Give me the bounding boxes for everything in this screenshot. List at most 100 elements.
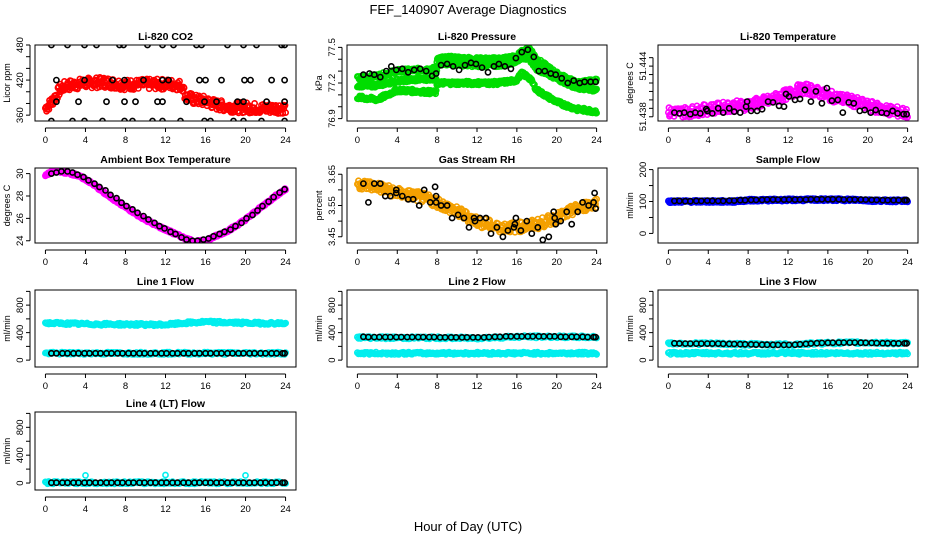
data-point — [370, 71, 378, 79]
x-tick-label: 12 — [160, 381, 171, 392]
data-point — [416, 65, 424, 73]
y-tick-label: 51.444 — [638, 52, 649, 81]
data-point — [730, 197, 738, 204]
data-point — [839, 109, 847, 116]
data-point — [834, 96, 842, 104]
data-point — [165, 76, 172, 84]
y-tick-label: 77.2 — [327, 74, 338, 93]
data-point — [240, 117, 247, 121]
data-point — [807, 98, 815, 105]
y-tick-label: 0 — [15, 357, 26, 362]
data-point — [541, 67, 549, 75]
y-tick-label: 400 — [15, 325, 26, 341]
x-tick-label: 12 — [472, 135, 483, 146]
data-point — [564, 79, 572, 87]
data-point — [86, 349, 93, 357]
x-tick-label: 4 — [706, 257, 711, 268]
data-point — [801, 86, 809, 94]
x-tick-label: 8 — [434, 257, 439, 268]
data-point — [507, 65, 515, 73]
x-axis: 0 4 8 12 16 20 24 — [43, 127, 291, 146]
data-point — [501, 63, 509, 70]
data-point — [159, 117, 166, 121]
data-point — [551, 332, 559, 340]
data-point — [243, 214, 250, 222]
data-point — [496, 333, 504, 341]
x-axis: 0 4 8 12 16 20 24 — [355, 249, 602, 268]
raw-point — [593, 350, 600, 358]
data-point — [241, 76, 248, 84]
panel-title: Line 1 Flow — [137, 276, 195, 288]
data-point — [719, 197, 727, 205]
data-point — [172, 230, 179, 238]
x-tick-label: 4 — [83, 257, 88, 268]
panel-title: Gas Stream RH — [439, 154, 515, 166]
data-point — [769, 99, 777, 106]
data-point — [210, 232, 217, 240]
x-tick-label: 8 — [123, 257, 128, 268]
plot-frame — [346, 289, 608, 368]
series-average — [671, 195, 910, 205]
x-tick-label: 0 — [355, 257, 360, 268]
data-point — [240, 349, 247, 357]
data-point — [484, 68, 492, 76]
data-point — [758, 105, 766, 113]
data-point — [218, 349, 225, 357]
data-point — [812, 88, 820, 95]
data-point — [404, 68, 412, 76]
data-point — [247, 76, 254, 84]
data-point — [201, 98, 208, 106]
x-tick-label: 20 — [240, 381, 251, 392]
data-point — [53, 98, 60, 106]
data-point — [240, 98, 247, 106]
data-point — [202, 76, 209, 84]
data-point — [493, 223, 501, 231]
panel-title: Line 3 Flow — [759, 276, 817, 288]
data-point — [64, 349, 71, 357]
data-point — [850, 99, 858, 107]
x-tick-label: 0 — [43, 135, 48, 146]
data-point — [432, 70, 440, 77]
x-tick-label: 24 — [902, 257, 913, 268]
raw-point — [432, 90, 439, 98]
raw-point — [282, 109, 289, 116]
data-point — [592, 205, 599, 212]
plot-area — [42, 45, 289, 121]
data-point — [132, 98, 139, 106]
data-point — [867, 109, 875, 116]
data-point — [140, 212, 147, 220]
data-point — [872, 106, 880, 114]
panel-title: Sample Flow — [756, 154, 821, 166]
raw-point — [593, 85, 600, 93]
data-point — [570, 77, 578, 84]
x-tick-label: 0 — [355, 135, 360, 146]
data-point — [686, 197, 694, 205]
y-tick-label: 420 — [15, 72, 26, 88]
panel-title: Li-820 Pressure — [438, 31, 516, 43]
plot-area — [353, 177, 600, 243]
data-point — [386, 192, 394, 200]
data-point — [258, 117, 265, 121]
data-point — [592, 78, 599, 86]
data-point — [99, 117, 106, 121]
data-point — [268, 76, 275, 84]
data-point — [487, 230, 495, 237]
data-point — [159, 76, 166, 84]
data-point — [161, 224, 168, 232]
data-point — [398, 65, 406, 73]
y-tick-label: 0 — [327, 357, 338, 362]
x-tick-label: 12 — [472, 257, 483, 268]
data-point — [265, 198, 272, 205]
x-axis: 0 4 8 12 16 20 24 — [43, 249, 291, 268]
data-point — [152, 349, 159, 357]
x-tick-label: 4 — [395, 257, 400, 268]
x-axis: 0 4 8 12 16 20 24 — [355, 373, 602, 392]
y-tick-label: 3.45 — [327, 228, 338, 247]
series-average — [48, 349, 288, 357]
data-point — [276, 189, 283, 196]
data-point — [511, 220, 519, 228]
